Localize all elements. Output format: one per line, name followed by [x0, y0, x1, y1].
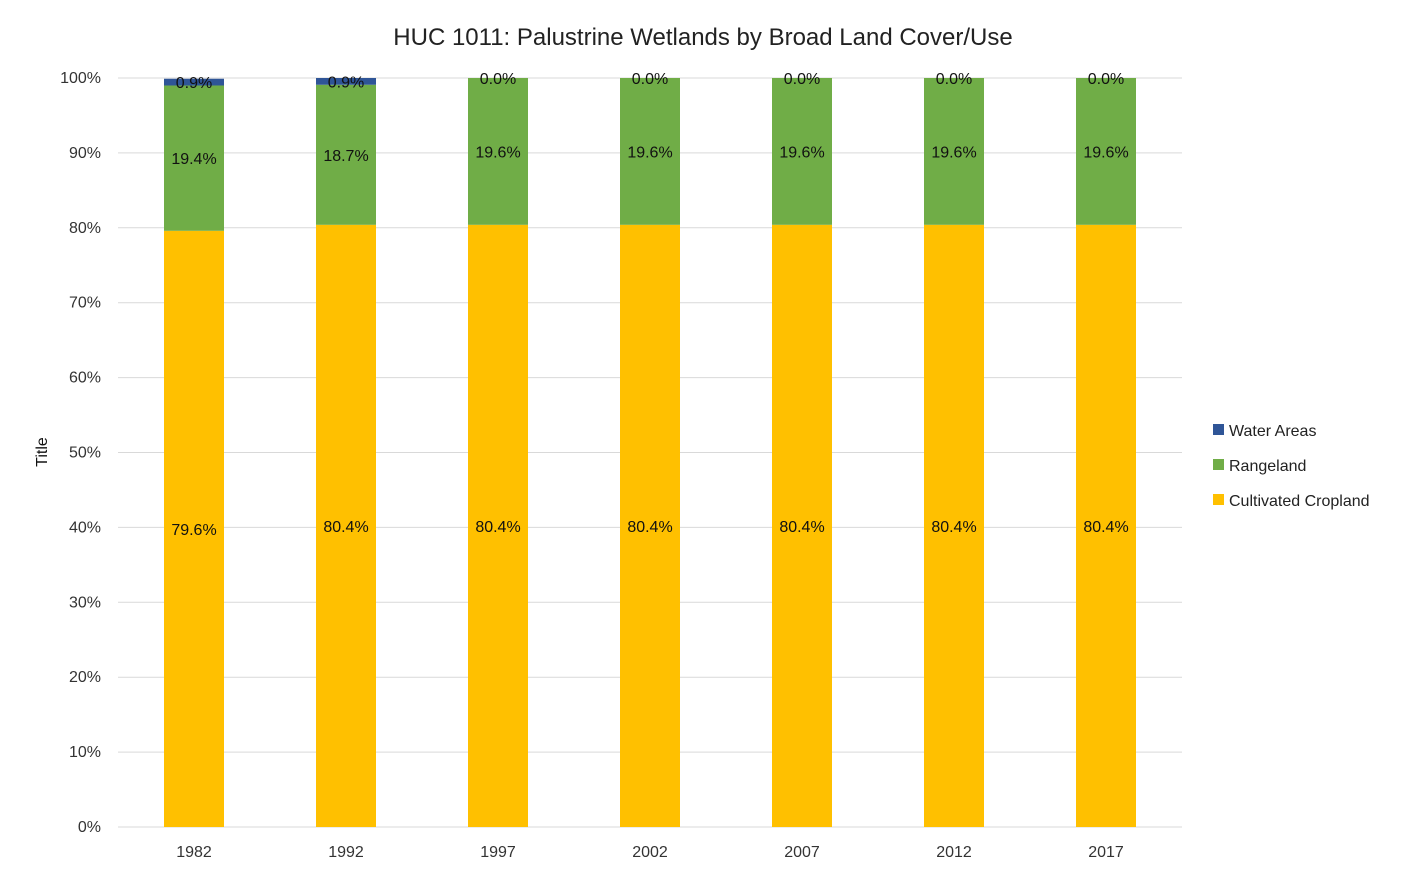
bar-segment: [1076, 78, 1136, 225]
y-tick-label: 40%: [69, 519, 101, 536]
data-label: 80.4%: [931, 519, 976, 536]
y-tick-label: 20%: [69, 669, 101, 686]
data-label: 19.4%: [171, 151, 216, 168]
data-label: 19.6%: [1083, 144, 1128, 161]
y-tick-label: 80%: [69, 220, 101, 237]
data-label: 0.0%: [480, 71, 516, 88]
legend-label: Cultivated Cropland: [1229, 493, 1370, 510]
x-tick-label: 1992: [328, 844, 364, 861]
data-label: 79.6%: [171, 522, 216, 539]
data-label: 19.6%: [627, 144, 672, 161]
bar-segment: [316, 78, 376, 85]
bar-segment: [1076, 224, 1136, 827]
y-tick-label: 90%: [69, 145, 101, 162]
chart-title: HUC 1011: Palustrine Wetlands by Broad L…: [393, 24, 1012, 51]
data-label: 80.4%: [779, 519, 824, 536]
data-label: 18.7%: [323, 148, 368, 165]
data-labels: 79.6% 19.4% 0.9% 80.4% 18.7% 0.9% 80.4% 19.6% 0.…: [171, 71, 1128, 539]
x-tick-label: 1982: [176, 844, 212, 861]
bar-segment: [164, 85, 224, 231]
y-tick-label: 30%: [69, 594, 101, 611]
data-label: 0.9%: [328, 74, 364, 91]
legend-swatch: [1213, 459, 1224, 470]
bar-segment: [924, 224, 984, 827]
y-tick-label: 60%: [69, 370, 101, 387]
y-tick-label: 50%: [69, 445, 101, 462]
x-tick-label: 2002: [632, 844, 668, 861]
legend-label: Rangeland: [1229, 458, 1306, 475]
legend-swatch: [1213, 424, 1224, 435]
data-label: 0.9%: [176, 75, 212, 92]
bars: [164, 78, 1136, 827]
x-tick-label: 2012: [936, 844, 972, 861]
data-label: 80.4%: [1083, 519, 1128, 536]
data-label: 0.0%: [1088, 71, 1124, 88]
data-label: 0.0%: [632, 71, 668, 88]
y-tick-label: 70%: [69, 295, 101, 312]
bar-segment: [164, 230, 224, 827]
x-tick-label: 2007: [784, 844, 820, 861]
legend: Water Areas Rangeland Cultivated Cropland: [1213, 423, 1370, 510]
bar-segment: [924, 78, 984, 225]
legend-swatch: [1213, 494, 1224, 505]
data-label: 0.0%: [784, 71, 820, 88]
y-tick-label: 100%: [60, 70, 101, 87]
data-label: 19.6%: [475, 144, 520, 161]
bar-segment: [772, 78, 832, 225]
bar-segment: [164, 78, 224, 86]
bar-segment: [316, 84, 376, 225]
data-label: 19.6%: [931, 144, 976, 161]
legend-label: Water Areas: [1229, 423, 1316, 440]
data-label: 80.4%: [475, 519, 520, 536]
data-label: 19.6%: [779, 144, 824, 161]
y-tick-label: 0%: [78, 819, 101, 836]
bar-segment: [620, 78, 680, 225]
bar-segment: [620, 224, 680, 827]
y-axis-title: Title: [34, 437, 51, 467]
bar-segment: [772, 224, 832, 827]
axis-ticks: 0% 10% 20% 30% 40% 50% 60% 70% 80% 90% 100% 1982 199…: [60, 70, 1124, 861]
data-label: 80.4%: [627, 519, 672, 536]
bar-segment: [468, 78, 528, 225]
x-tick-label: 1997: [480, 844, 516, 861]
bar-segment: [316, 224, 376, 827]
data-label: 0.0%: [936, 71, 972, 88]
x-tick-label: 2017: [1088, 844, 1124, 861]
data-label: 80.4%: [323, 519, 368, 536]
y-tick-label: 10%: [69, 744, 101, 761]
bar-segment: [468, 224, 528, 827]
